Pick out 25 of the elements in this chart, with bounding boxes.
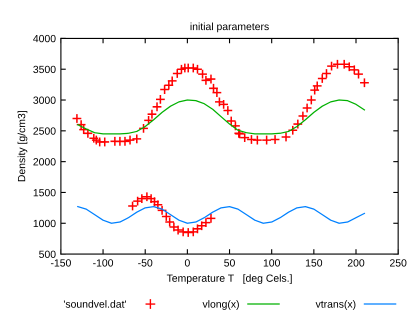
line-series	[77, 206, 366, 224]
y-tick-label: 1000	[34, 220, 56, 228]
line-series	[77, 99, 366, 135]
y-tick-label: 2000	[33, 158, 56, 166]
y-tick-label: 2500	[33, 127, 56, 135]
x-axis-title: Temperature T [deg Cels.]	[166, 274, 292, 284]
y-tick-label: 500	[39, 250, 56, 258]
legend-label: vtrans(x)	[316, 300, 356, 310]
y-tick-label: 1500	[34, 188, 56, 196]
y-axis-title: Density [g/cm3]	[18, 111, 28, 182]
chart-title: initial parameters	[190, 22, 269, 32]
x-tick-label: -100	[93, 259, 114, 267]
y-tick-label: 3500	[33, 66, 56, 74]
x-tick-label: -150	[50, 259, 71, 267]
x-tick-label: 150	[306, 259, 322, 267]
x-tick-label: -50	[138, 259, 152, 267]
legend-label: vlong(x)	[202, 300, 239, 310]
x-tick-label: 200	[348, 259, 364, 267]
x-tick-label: 50	[224, 259, 235, 267]
y-tick-label: 4000	[33, 34, 56, 42]
x-tick-label: 100	[264, 259, 280, 267]
x-tick-label: 0	[184, 259, 190, 267]
y-tick-label: 3000	[33, 96, 56, 104]
x-tick-label: 250	[390, 259, 406, 267]
legend-label: 'soundvel.dat'	[64, 300, 126, 308]
